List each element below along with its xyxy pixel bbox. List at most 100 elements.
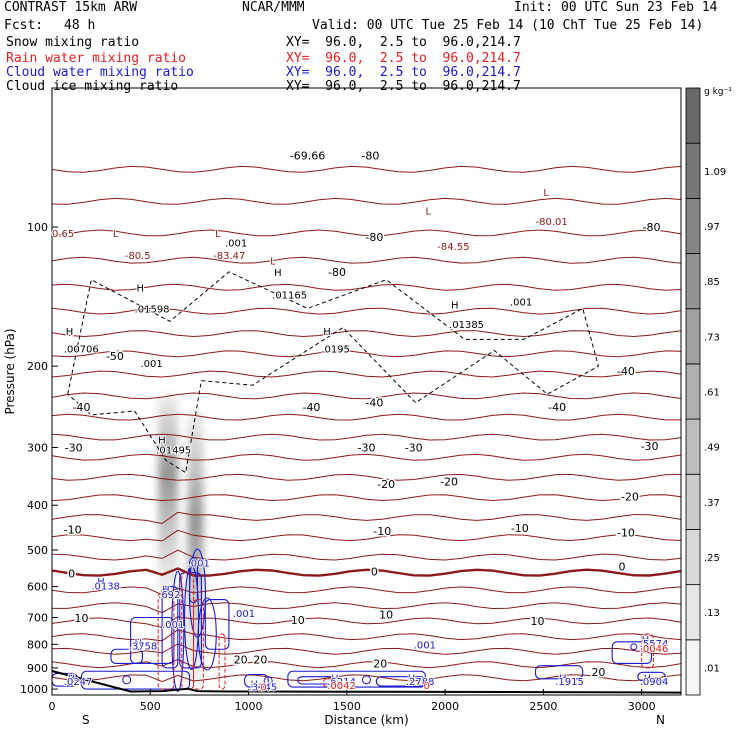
contour-annotation: .2788: [406, 677, 435, 688]
colorbar-box: [685, 473, 701, 530]
isotherm-label: 0: [371, 566, 378, 579]
legend-cloudice-xy: XY= 96.0, 2.5 to 96.0,214.7: [286, 79, 521, 94]
y-tick-label: 200: [27, 360, 48, 373]
rain-water-contour: [322, 678, 340, 688]
isotherm-line: [51, 370, 682, 378]
contour-annotation: -80.5: [125, 251, 151, 262]
isotherm-line: [51, 629, 682, 642]
contour-annotation: -84.55: [437, 242, 469, 253]
colorbar-box: [685, 584, 701, 641]
contour-annotation: .01495: [156, 445, 191, 456]
isotherm-label: -40: [617, 365, 635, 378]
isotherm-label: -50: [106, 350, 124, 363]
y-tick-label: 100: [27, 221, 48, 234]
cloud-water-contour: [637, 671, 666, 682]
isotherm-label: 10: [74, 612, 88, 625]
contour-annotation: H: [451, 300, 459, 311]
contour-annotation: H: [559, 674, 567, 685]
contour-annotation: L: [543, 188, 549, 199]
x-tick-label: 500: [140, 700, 161, 713]
isotherm-label: 20: [373, 657, 387, 670]
isotherm-line: [51, 350, 682, 358]
isotherm-line: [51, 511, 682, 525]
isotherm-line: [51, 616, 682, 629]
isotherm-label: 20: [253, 654, 267, 667]
contour-annotation: .3758: [129, 642, 158, 653]
north-label: N: [656, 713, 665, 727]
isotherm-label: -20: [377, 478, 395, 491]
isotherm-label: 0: [619, 561, 626, 574]
isotherm-line: [51, 549, 682, 561]
cloud-water-contour: [122, 675, 132, 685]
contour-annotation: H: [135, 638, 143, 649]
contour-annotation: .001: [414, 640, 436, 651]
fcst-label: Fcst:: [4, 18, 44, 33]
valid-time: Valid: 00 UTC Tue 25 Feb 14 (10 ChT Tue …: [312, 18, 704, 33]
contour-annotation: L: [425, 206, 431, 217]
contour-annotation: .0042: [327, 681, 356, 692]
contour-annotation: H: [251, 680, 259, 691]
colorbar-tick-label: .37: [704, 498, 720, 509]
colorbar-box: [685, 142, 701, 199]
isotherm-line: [51, 586, 682, 596]
contour-annotation: .001: [162, 620, 184, 631]
init-time: Init: 00 UTC Sun 23 Feb 14: [514, 0, 718, 15]
colorbar-box: [685, 253, 701, 310]
isotherm-line: [51, 529, 682, 542]
isotherm-label: -30: [405, 442, 423, 455]
colorbar-box: [685, 529, 701, 586]
isotherm-label: -80: [361, 150, 379, 163]
colorbar-box: [685, 87, 701, 144]
legend-rain-label: Rain water mixing ratio: [6, 51, 187, 66]
isotherm-label: -80: [328, 266, 346, 279]
x-tick-label: 3000: [628, 700, 656, 713]
contour-annotation: .001: [140, 359, 162, 370]
contour-annotation: .001: [233, 609, 255, 620]
contour-annotation: .001: [225, 239, 247, 250]
cloud-water-contour: [244, 673, 269, 688]
x-tick-label: 2500: [529, 700, 557, 713]
isotherm-line: [51, 494, 682, 502]
contour-annotation: .01598: [135, 304, 170, 315]
y-tick-label: 300: [27, 442, 48, 455]
contour-annotation: .0247: [64, 677, 93, 688]
isotherm-label: -10: [64, 524, 82, 537]
rain-water-contour: [193, 599, 204, 690]
contour-annotation: L: [113, 229, 119, 240]
contour-annotation: .0138: [91, 582, 120, 593]
isotherm-label: -30: [65, 442, 83, 455]
isotherm-label: -20: [621, 491, 639, 504]
contour-annotation: .01165: [272, 291, 307, 302]
isotherm-label: 0: [68, 567, 75, 580]
isotherm-line: [51, 256, 682, 264]
y-tick-label: 500: [27, 544, 48, 557]
contour-annotation: -83.47: [213, 251, 245, 262]
isotherm-label: -10: [617, 526, 635, 539]
cloud-water-contour: [630, 643, 638, 651]
isotherm-line: [51, 392, 682, 400]
cloud-water-contour: [204, 598, 230, 650]
contour-annotation: H: [162, 585, 170, 596]
cloud-water-contour: [375, 676, 427, 687]
contour-annotation: 0: [424, 681, 430, 692]
header: CONTRAST 15km ARW NCAR/MMM Init: 00 UTC …: [0, 0, 740, 100]
isotherm-label: 10: [531, 615, 545, 628]
isotherm-zero-line: [51, 567, 682, 577]
legend-cloudwater-xy: XY= 96.0, 2.5 to 96.0,214.7: [286, 65, 521, 80]
isotherm-label: 10: [379, 609, 393, 622]
isotherm-line: [51, 413, 681, 421]
contour-annotation: L: [270, 256, 276, 267]
colorbar-box: [685, 197, 701, 254]
y-tick-label: 600: [27, 581, 48, 594]
y-tick-label: 700: [27, 612, 48, 625]
plot-frame: [51, 87, 682, 696]
isotherm-line: [51, 643, 682, 655]
colorbar-tick-label: .13: [704, 608, 720, 619]
colorbar-tick-label: .85: [704, 277, 720, 288]
colorbar-unit: g kg⁻¹: [704, 87, 732, 97]
contour-annotation: H: [323, 327, 331, 338]
isotherm-line: [52, 602, 682, 614]
isotherm-line: [51, 283, 682, 291]
cloud-water-contour: [297, 676, 338, 685]
